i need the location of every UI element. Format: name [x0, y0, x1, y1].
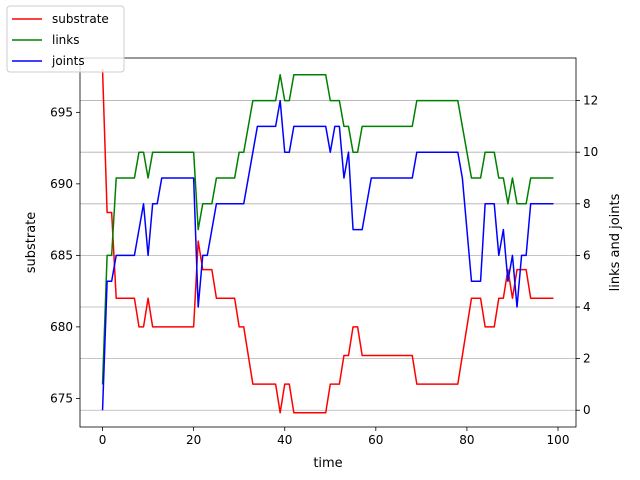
x-tick-label: 60 — [368, 433, 383, 447]
right-y-tick-label: 2 — [583, 352, 591, 366]
x-axis-ticks: 0 20 40 60 80 100 — [99, 427, 570, 447]
right-axis-label: links and joints — [608, 193, 623, 291]
x-tick-label: 40 — [277, 433, 292, 447]
x-axis-label: time — [313, 456, 342, 471]
x-tick-label: 100 — [547, 433, 570, 447]
series-line-links — [101, 74, 554, 385]
left-axis-ticks: 675 680 685 690 695 — [50, 105, 80, 405]
x-tick-label: 20 — [186, 433, 201, 447]
plot-frame — [79, 57, 577, 428]
x-tick-label: 0 — [99, 433, 107, 447]
right-y-tick-label: 8 — [583, 197, 591, 211]
left-y-tick-label: 675 — [50, 391, 73, 405]
right-axis-ticks: 0 2 4 6 8 10 12 — [576, 94, 598, 417]
right-y-tick-label: 0 — [583, 403, 591, 417]
series-lines — [101, 69, 554, 414]
right-y-tick-label: 6 — [583, 248, 591, 262]
legend-label-joints: joints — [51, 54, 85, 68]
legend-box — [6, 5, 125, 73]
legend: substrate links joints — [6, 5, 125, 73]
right-y-tick-label: 12 — [583, 94, 598, 108]
legend-label-substrate: substrate — [52, 12, 109, 26]
left-y-tick-label: 690 — [50, 177, 73, 191]
series-line-joints — [101, 99, 554, 411]
right-y-tick-label: 4 — [583, 300, 591, 314]
left-axis-label: substrate — [24, 212, 39, 274]
legend-label-links: links — [52, 33, 79, 47]
series-line-substrate — [101, 69, 554, 414]
left-y-tick-label: 695 — [50, 105, 73, 119]
x-tick-label: 80 — [459, 433, 474, 447]
left-y-tick-label: 685 — [50, 248, 73, 262]
left-y-tick-label: 680 — [50, 320, 73, 334]
grid-lines — [80, 100, 576, 411]
right-y-tick-label: 10 — [583, 145, 598, 159]
